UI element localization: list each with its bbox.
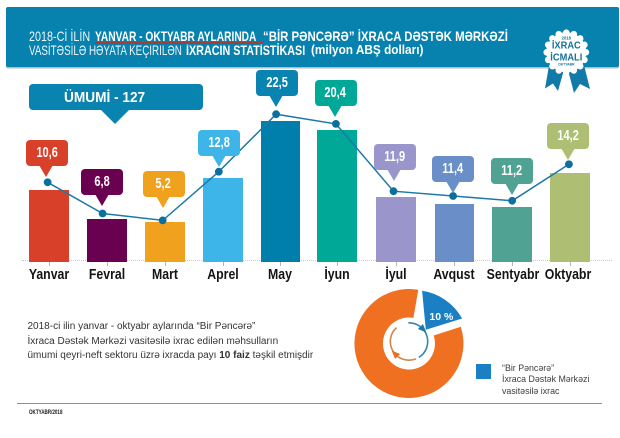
svg-text:10 %: 10 % xyxy=(429,311,454,323)
svg-text:İXRAC: İXRAC xyxy=(552,40,581,51)
svg-text:2018: 2018 xyxy=(562,36,572,41)
svg-text:OKTYABR: OKTYABR xyxy=(558,63,575,67)
svg-text:İCMALI: İCMALI xyxy=(550,52,582,63)
